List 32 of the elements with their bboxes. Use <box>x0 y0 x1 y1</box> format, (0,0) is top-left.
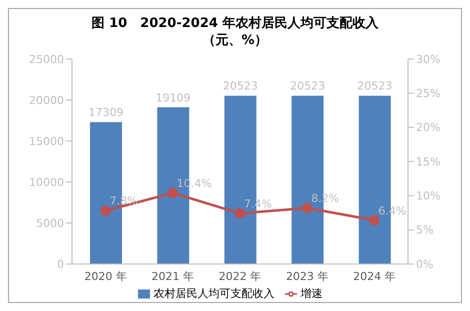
y2-tick-label: 30% <box>416 52 440 66</box>
data-label: 20523 <box>222 80 258 93</box>
y2-tick-label: 5% <box>416 224 434 237</box>
y-tick-label: 25000 <box>29 52 64 66</box>
data-label: 20523 <box>290 80 326 93</box>
point <box>369 215 380 226</box>
point <box>168 188 178 198</box>
x-tick-label: 2020 年 <box>84 270 127 283</box>
x-tick-label: 2022 年 <box>218 270 262 283</box>
data-label: 17309 <box>88 106 124 120</box>
y-tick-label: 20000 <box>29 94 64 107</box>
y2-tick-label: 10% <box>416 190 440 203</box>
legend-label: 增速 <box>300 287 322 300</box>
y2-tick-label: 15% <box>416 155 440 168</box>
y-tick-label: 0 <box>57 258 64 271</box>
y-tick-label: 10000 <box>29 176 64 189</box>
y2-tick-label: 25% <box>416 87 440 100</box>
point <box>302 202 312 214</box>
x-tick-label: 2023 年 <box>286 270 328 283</box>
y2-tick-label: 20% <box>416 121 440 134</box>
point <box>100 205 111 216</box>
x-tick-label: 2021 年 <box>152 270 194 283</box>
data-label: 7.8% <box>110 194 138 208</box>
y-tick-label: 5000 <box>36 216 64 230</box>
chart-title: 图 10 2020-2024 年农村居民人均可支配收入（元、%） <box>90 15 380 49</box>
y2-tick-label: 0% <box>416 258 434 271</box>
y-tick-label: 15000 <box>29 134 64 148</box>
point <box>234 208 246 219</box>
x-tick-label: 2024 年 <box>353 270 396 283</box>
data-label: 19109 <box>156 91 191 104</box>
legend-label: 农村居民人均可支配收入 <box>154 287 274 300</box>
data-label: 20523 <box>357 80 392 93</box>
